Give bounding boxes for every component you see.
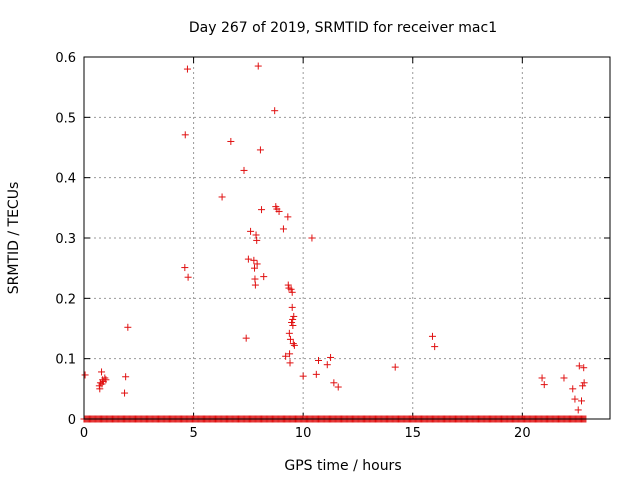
data-point xyxy=(242,334,250,342)
data-point xyxy=(580,364,588,372)
y-tick-label: 0 xyxy=(68,413,76,428)
data-point xyxy=(275,207,283,215)
data-point xyxy=(575,362,583,370)
x-tick-label: 10 xyxy=(295,426,312,441)
data-point xyxy=(540,381,548,389)
data-point xyxy=(284,281,292,289)
data-point xyxy=(289,321,297,329)
points-layer xyxy=(80,62,590,423)
data-point xyxy=(308,234,316,242)
data-point xyxy=(240,166,248,174)
data-point xyxy=(271,107,279,115)
y-tick-label: 0.4 xyxy=(55,172,76,187)
data-point xyxy=(330,379,338,387)
grid-layer xyxy=(84,57,610,419)
data-point xyxy=(81,371,89,379)
x-tick-label: 15 xyxy=(404,426,421,441)
data-point xyxy=(560,374,568,382)
data-point xyxy=(286,350,294,358)
data-point xyxy=(428,332,436,340)
y-tick-label: 0.3 xyxy=(55,232,76,247)
data-point xyxy=(574,406,582,414)
y-tick-label: 0.6 xyxy=(55,51,76,66)
data-point xyxy=(282,352,290,360)
data-point xyxy=(538,374,546,382)
plot-frame xyxy=(83,56,611,420)
data-point xyxy=(247,227,255,235)
data-point xyxy=(181,131,189,139)
x-tick-label: 20 xyxy=(514,426,531,441)
data-point xyxy=(250,256,258,264)
data-point xyxy=(290,341,298,349)
data-point xyxy=(253,236,261,244)
data-point xyxy=(181,264,189,272)
data-point xyxy=(288,288,296,296)
data-point xyxy=(286,335,294,343)
data-point xyxy=(289,340,297,348)
data-point xyxy=(183,65,191,73)
data-point xyxy=(218,193,226,201)
data-point xyxy=(334,383,342,391)
data-point xyxy=(98,368,106,376)
data-point xyxy=(571,395,579,403)
data-point xyxy=(101,374,109,382)
data-point xyxy=(287,285,295,293)
data-point xyxy=(285,329,293,337)
data-point xyxy=(391,363,399,371)
data-point xyxy=(227,137,235,145)
data-point xyxy=(252,231,260,239)
data-point xyxy=(184,273,192,281)
x-tick-label: 5 xyxy=(189,426,197,441)
ticks-layer: 0 0.1 0.2 0.3 0.4 0.5 0.6 0 5 10 15 20 xyxy=(55,51,610,441)
y-tick-label: 0.1 xyxy=(55,353,76,368)
data-point xyxy=(569,385,577,393)
data-point xyxy=(578,397,586,405)
data-point xyxy=(96,385,104,393)
data-point xyxy=(288,303,296,311)
data-point xyxy=(244,255,252,263)
data-point xyxy=(327,353,335,361)
y-axis-label: SRMTID / TECUs xyxy=(6,182,22,295)
data-point xyxy=(121,389,129,397)
data-point xyxy=(288,318,296,326)
data-point xyxy=(124,323,132,331)
data-point xyxy=(122,373,130,381)
y-tick-label: 0.2 xyxy=(55,292,76,307)
data-point xyxy=(256,146,264,154)
data-point xyxy=(254,62,262,70)
data-point xyxy=(260,273,268,281)
data-point xyxy=(258,206,266,214)
data-point xyxy=(290,312,298,320)
data-point xyxy=(299,372,307,380)
data-point xyxy=(315,356,323,364)
chart-title: Day 267 of 2019, SRMTID for receiver mac… xyxy=(189,20,497,36)
data-point xyxy=(251,281,259,289)
data-point xyxy=(312,370,320,378)
data-point xyxy=(286,359,294,367)
data-point xyxy=(251,275,259,283)
data-point xyxy=(431,343,439,351)
y-tick-label: 0.5 xyxy=(55,111,76,126)
data-point xyxy=(289,315,297,323)
x-tick-label: 0 xyxy=(80,426,88,441)
data-point xyxy=(279,225,287,233)
data-point xyxy=(579,382,587,390)
data-point xyxy=(251,264,259,272)
data-point xyxy=(253,260,261,268)
data-point xyxy=(284,213,292,221)
data-point xyxy=(102,376,110,384)
data-point xyxy=(323,361,331,369)
data-point xyxy=(580,379,588,387)
x-axis-label: GPS time / hours xyxy=(284,458,401,474)
